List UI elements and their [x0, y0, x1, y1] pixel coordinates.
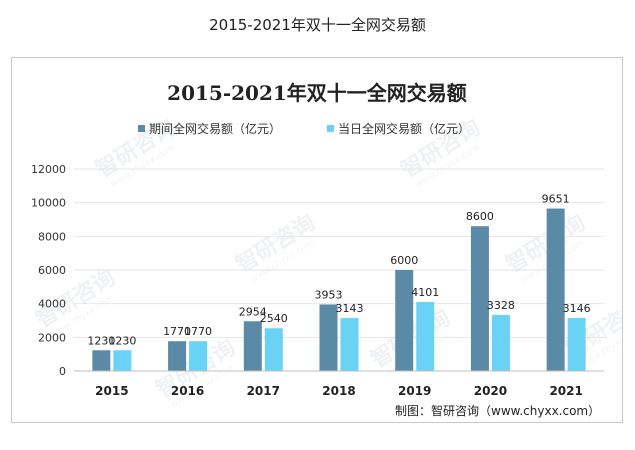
data-label-s2-2016: 1770 [184, 325, 212, 338]
legend-label-series1: 期间全网交易额（亿元） [149, 121, 281, 136]
grid-lines [74, 168, 604, 338]
data-label-s1-2019: 6000 [390, 254, 418, 267]
bar-s1-2019 [395, 270, 414, 371]
data-label-s2-2017: 2540 [260, 312, 288, 325]
bar-s2-2017 [264, 328, 283, 371]
bar-s2-2021 [567, 318, 586, 371]
y-axis: 0 2000 4000 6000 8000 10000 12000 [31, 163, 66, 378]
x-tick-label-2021: 2021 [549, 384, 582, 398]
source-credit: 制图：智研咨询（www.chyxx.com） [395, 404, 601, 418]
data-label-s1-2018: 3953 [315, 288, 343, 301]
legend-swatch-series2 [327, 125, 334, 132]
data-label-s1-2021: 9651 [542, 193, 570, 206]
bar-chart: 智研咨询www.chyxx.com智研咨询www.chyxx.com智研咨询ww… [31, 81, 622, 410]
chart-title: 2015-2021年双十一全网交易额 [167, 81, 467, 105]
chart-frame: 智研咨询 www.chyxx.com 智研咨询 www.chyxx.com 智研咨询 ww… [11, 57, 623, 423]
data-label-s1-2017: 2954 [239, 305, 267, 318]
bar-s1-2016 [168, 341, 187, 371]
bar-s1-2018 [319, 304, 338, 371]
data-label-s2-2020: 3328 [487, 299, 515, 312]
y-tick-label: 6000 [38, 264, 66, 277]
y-tick-label: 2000 [38, 331, 66, 344]
bar-s2-2019 [416, 301, 435, 371]
bar-s1-2015 [92, 350, 111, 371]
y-tick-label: 4000 [38, 298, 66, 311]
x-tick-label-2018: 2018 [322, 384, 355, 398]
bar-s1-2017 [243, 321, 262, 371]
data-label-s2-2018: 3143 [336, 302, 364, 315]
legend: 期间全网交易额（亿元） 当日全网交易额（亿元） [138, 121, 470, 136]
legend-swatch-series1 [138, 125, 145, 132]
bars [92, 208, 586, 371]
bar-s1-2020 [470, 226, 489, 371]
y-tick-label: 0 [59, 365, 66, 378]
bar-s1-2021 [546, 208, 565, 371]
bar-s2-2015 [113, 350, 132, 371]
x-axis: 2015 2016 2017 2018 2019 2020 2021 [74, 370, 604, 398]
y-tick-label: 8000 [38, 230, 66, 243]
legend-label-series2: 当日全网交易额（亿元） [338, 121, 470, 136]
bar-s2-2018 [340, 318, 359, 371]
bar-s2-2020 [491, 314, 510, 371]
page-title: 2015-2021年双十一全网交易额 [209, 16, 426, 34]
data-label-s2-2015: 1230 [108, 334, 136, 347]
y-tick-label: 10000 [31, 197, 66, 210]
x-tick-label-2016: 2016 [171, 384, 204, 398]
data-label-s2-2019: 4101 [411, 286, 439, 299]
x-tick-label-2019: 2019 [398, 384, 431, 398]
data-label-s1-2020: 8600 [466, 210, 494, 223]
x-tick-label-2015: 2015 [95, 384, 128, 398]
bar-s2-2016 [189, 341, 208, 371]
y-tick-label: 12000 [31, 163, 66, 176]
data-label-s2-2021: 3146 [563, 302, 591, 315]
data-label-s1-2015: 1230 [87, 334, 115, 347]
x-tick-label-2017: 2017 [247, 384, 280, 398]
x-tick-label-2020: 2020 [474, 384, 507, 398]
data-label-s1-2016: 1770 [163, 325, 191, 338]
